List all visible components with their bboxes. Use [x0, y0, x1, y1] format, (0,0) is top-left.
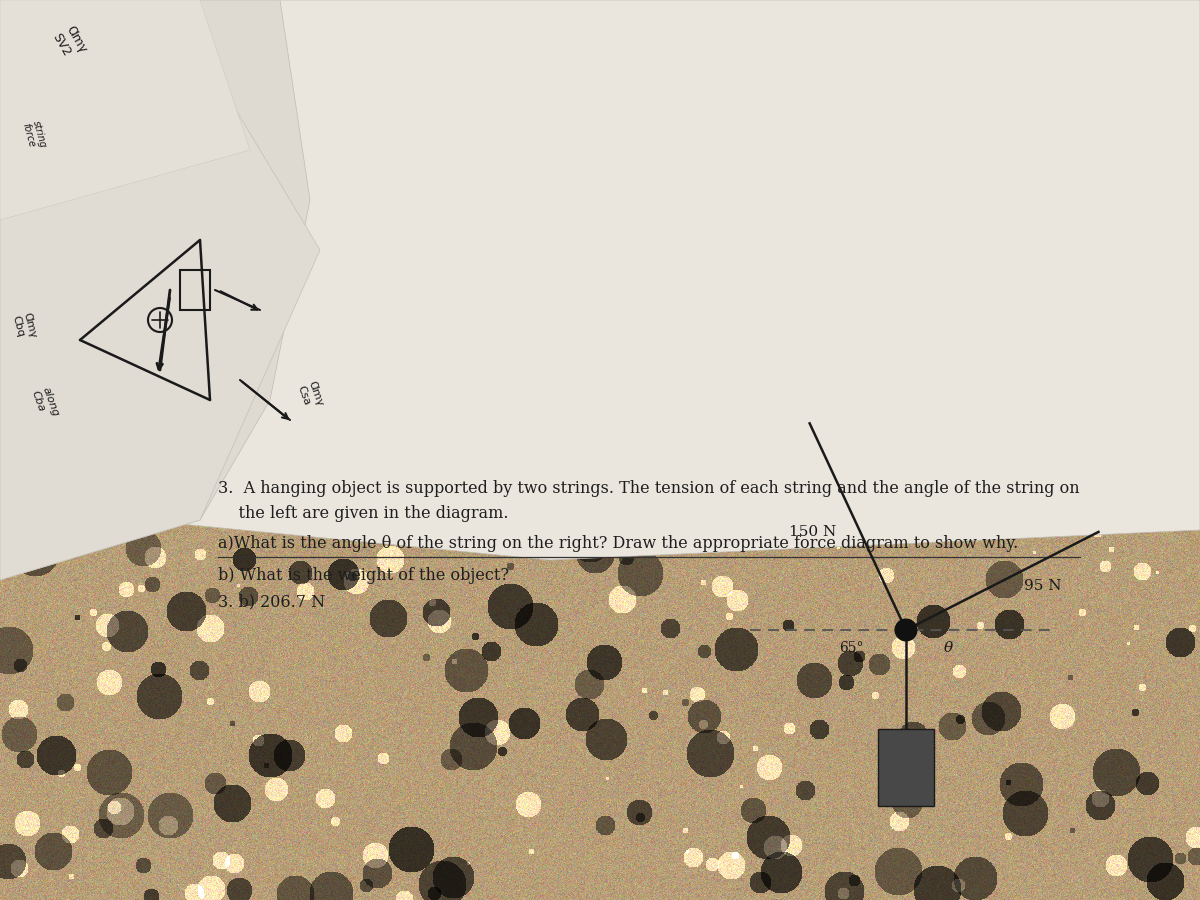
Text: the left are given in the diagram.: the left are given in the diagram. — [218, 505, 509, 522]
Text: 3. b) 206.7 N: 3. b) 206.7 N — [218, 593, 325, 610]
Text: string
force: string force — [20, 119, 48, 152]
Polygon shape — [0, 0, 310, 580]
Text: 3.  A hanging object is supported by two strings. The tension of each string and: 3. A hanging object is supported by two … — [218, 480, 1080, 497]
Text: b) What is the weight of the object?: b) What is the weight of the object? — [218, 567, 509, 584]
Polygon shape — [130, 0, 1200, 560]
Bar — [878, 729, 934, 806]
Text: 150 N: 150 N — [788, 525, 836, 539]
Text: along
Cba: along Cba — [30, 385, 61, 422]
Text: a)What is the angle θ of the string on the right? Draw the appropriate force dia: a)What is the angle θ of the string on t… — [218, 535, 1019, 552]
Text: 95 N: 95 N — [1025, 579, 1062, 593]
Text: Ɑmγ
SV2: Ɑmγ SV2 — [50, 23, 89, 63]
Circle shape — [895, 619, 917, 641]
Text: θ: θ — [943, 641, 953, 655]
Text: Ɑmγ
Cbq: Ɑmγ Cbq — [10, 311, 37, 342]
Polygon shape — [0, 0, 320, 580]
Polygon shape — [0, 0, 250, 220]
Bar — [180, 270, 210, 310]
Text: Ɑmγ
Csa: Ɑmγ Csa — [295, 380, 324, 412]
Text: 65°: 65° — [839, 641, 863, 655]
